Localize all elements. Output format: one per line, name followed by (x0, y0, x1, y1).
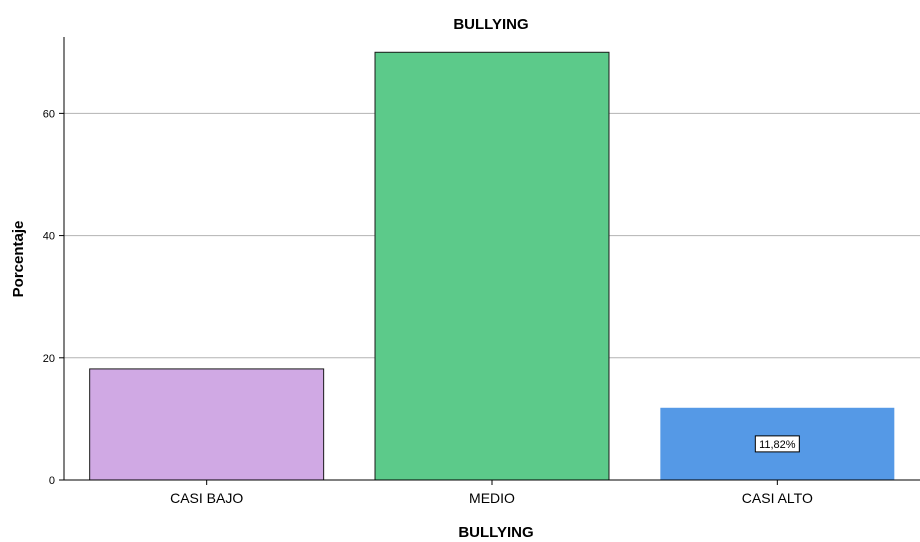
x-tick-label: CASI BAJO (170, 490, 243, 506)
y-tick-label: 20 (43, 353, 55, 365)
chart-title: BULLYING (453, 16, 528, 33)
bar (89, 368, 325, 481)
y-tick-label: 40 (43, 231, 55, 243)
x-ticks: CASI BAJO MEDIO CASI ALTO (170, 480, 813, 506)
x-tick-label: CASI ALTO (742, 490, 813, 506)
bar (374, 51, 610, 481)
y-tick-label: 0 (49, 475, 55, 487)
data-label: 11,82% (759, 439, 796, 451)
data-labels: 11,82% (754, 435, 800, 453)
y-axis-label: Porcentaje (10, 221, 27, 298)
data-label-box (754, 435, 800, 453)
y-tick-label: 60 (43, 108, 55, 120)
bars (89, 51, 895, 481)
y-ticks: 0 20 40 60 (43, 108, 64, 487)
x-tick-label: MEDIO (469, 490, 515, 506)
x-axis-label: BULLYING (458, 524, 533, 541)
